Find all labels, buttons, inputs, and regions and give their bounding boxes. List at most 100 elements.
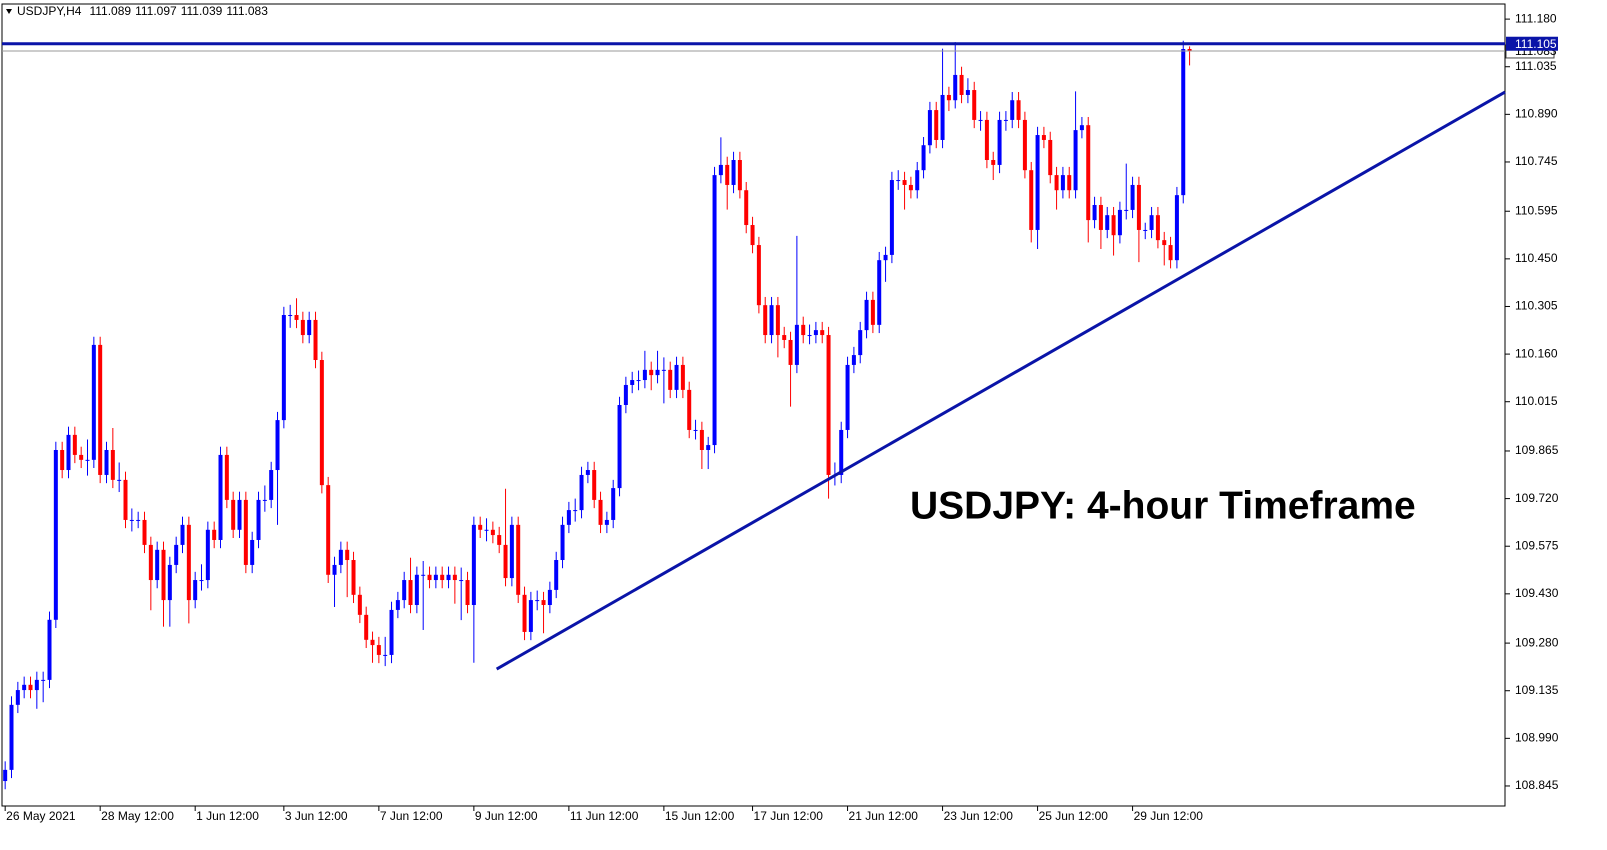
candle-body xyxy=(414,574,419,606)
candle-body xyxy=(1162,240,1167,246)
candle-body xyxy=(1098,204,1103,230)
candle-body xyxy=(53,449,58,620)
y-tick-label: 111.180 xyxy=(1515,11,1557,25)
candle-body xyxy=(611,488,616,520)
candle-body xyxy=(1016,100,1021,120)
candle-body xyxy=(668,369,673,390)
candle-body xyxy=(186,524,191,601)
candle-body xyxy=(940,94,945,140)
candle-body xyxy=(535,600,540,602)
candle-body xyxy=(237,499,242,530)
y-tick-label: 109.430 xyxy=(1515,586,1559,600)
x-tick-label: 25 Jun 12:00 xyxy=(1039,809,1109,823)
candle-body xyxy=(934,110,939,140)
candle-body xyxy=(85,459,90,461)
header-open: 111.089 xyxy=(89,4,131,18)
candle-body xyxy=(889,180,894,255)
y-tick-label: 109.865 xyxy=(1515,443,1559,457)
y-tick-label: 109.720 xyxy=(1515,491,1559,505)
candle-body xyxy=(1143,229,1148,231)
x-tick-label: 1 Jun 12:00 xyxy=(196,809,259,823)
candle-body xyxy=(212,529,217,540)
candle-body xyxy=(522,594,527,632)
candle-body xyxy=(864,299,869,331)
candle-body xyxy=(921,145,926,171)
candle-body xyxy=(22,684,27,691)
candle-body xyxy=(484,529,489,531)
y-tick-label: 108.990 xyxy=(1515,731,1559,745)
candle-body xyxy=(680,364,685,390)
candle-body xyxy=(1149,215,1154,230)
candle-body xyxy=(465,580,470,606)
candle-body xyxy=(820,330,825,336)
candle-body xyxy=(136,519,141,521)
candle-body xyxy=(655,369,660,376)
candle-body xyxy=(224,454,229,500)
candle-body xyxy=(313,319,318,361)
candle-body xyxy=(839,429,844,475)
candle-body xyxy=(117,479,122,481)
candle-body xyxy=(908,184,913,191)
candle-body xyxy=(1136,184,1141,230)
candle-body xyxy=(440,574,445,581)
candle-body xyxy=(98,344,103,475)
candle-body xyxy=(161,549,166,601)
candle-body xyxy=(256,499,261,540)
candle-body xyxy=(104,449,109,475)
candle-body xyxy=(623,384,628,405)
chart-header: USDJPY,H4 111.089 111.097 111.039 111.083 xyxy=(17,4,268,18)
candle-body xyxy=(427,574,432,581)
candle-body xyxy=(79,454,84,460)
candle-body xyxy=(984,119,989,160)
candle-body xyxy=(579,474,584,511)
candle-body xyxy=(47,619,52,680)
candle-body xyxy=(858,330,863,356)
candle-body xyxy=(66,434,71,471)
candle-body xyxy=(1067,175,1072,191)
candle-body xyxy=(1079,125,1084,131)
candle-body xyxy=(788,339,793,365)
candle-body xyxy=(1022,119,1027,171)
candle-body xyxy=(959,74,964,95)
candle-body xyxy=(1130,184,1135,210)
candle-body xyxy=(402,580,407,601)
y-tick-label: 108.845 xyxy=(1515,778,1559,792)
trendline xyxy=(495,90,1506,671)
candle-body xyxy=(585,470,590,475)
candle-body xyxy=(642,369,647,381)
candle-body xyxy=(528,600,533,632)
x-tick-label: 26 May 2021 xyxy=(6,809,76,823)
candle-body xyxy=(60,449,65,471)
y-tick-label: 110.160 xyxy=(1515,346,1558,360)
candle-body xyxy=(883,254,888,261)
candle-body xyxy=(262,499,267,501)
candle-body xyxy=(1060,175,1065,191)
candle-body xyxy=(712,175,717,446)
header-close: 111.083 xyxy=(226,4,268,18)
candle-body xyxy=(389,609,394,655)
candle-body xyxy=(180,524,185,545)
candle-body xyxy=(851,355,856,365)
candle-body xyxy=(617,405,622,489)
candle-body xyxy=(1003,119,1008,121)
candle-body xyxy=(1187,48,1192,51)
candle-body xyxy=(91,344,96,460)
candle-body xyxy=(509,524,514,579)
y-tick-label: 109.135 xyxy=(1515,683,1559,697)
candle-body xyxy=(1054,175,1059,191)
candle-body xyxy=(769,305,774,336)
x-tick-label: 3 Jun 12:00 xyxy=(285,809,348,823)
candle-body xyxy=(997,119,1002,165)
candle-body xyxy=(826,335,831,475)
candle-body xyxy=(319,360,324,486)
candle-body xyxy=(205,529,210,581)
y-tick-label: 110.305 xyxy=(1515,299,1558,313)
candle-body xyxy=(364,614,369,640)
x-tick-label: 21 Jun 12:00 xyxy=(849,809,919,823)
candle-body xyxy=(775,305,780,336)
candle-body xyxy=(1073,130,1078,191)
x-tick-label: 23 Jun 12:00 xyxy=(944,809,1014,823)
candle-body xyxy=(167,564,172,601)
candle-body xyxy=(326,485,331,575)
